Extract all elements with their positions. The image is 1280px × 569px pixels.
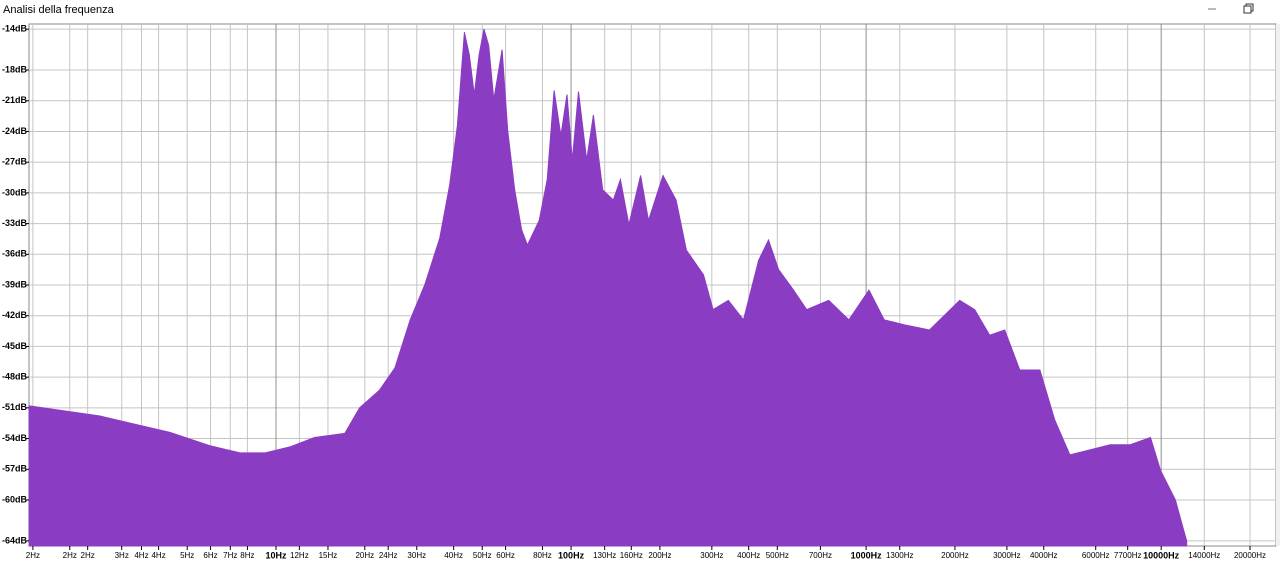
x-tick-label: 300Hz [700, 551, 723, 560]
scrollbar[interactable] [1276, 24, 1280, 546]
y-tick-label: -42dB [2, 310, 28, 320]
x-tick-label: 100Hz [558, 550, 585, 560]
x-tick-label: 4Hz [151, 551, 165, 560]
x-tick-label: 80Hz [533, 551, 552, 560]
x-tick-label: 40Hz [444, 551, 463, 560]
y-tick-label: -36dB [2, 249, 28, 259]
y-tick-label: -24dB [2, 126, 28, 136]
y-tick-label: -14dB [2, 23, 28, 33]
y-tick-label: -45dB [2, 341, 28, 351]
x-tick-label: 4Hz [134, 551, 148, 560]
y-tick-label: -18dB [2, 64, 28, 74]
x-tick-label: 6Hz [203, 551, 217, 560]
x-tick-label: 200Hz [648, 551, 671, 560]
x-tick-label: 1300Hz [886, 551, 914, 560]
x-tick-label: 400Hz [737, 551, 760, 560]
x-tick-label: 3000Hz [993, 551, 1021, 560]
x-tick-label: 500Hz [766, 551, 789, 560]
x-tick-label: 12Hz [290, 551, 309, 560]
x-tick-label: 700Hz [809, 551, 832, 560]
x-tick-label: 6000Hz [1082, 551, 1110, 560]
y-tick-label: -64dB [2, 535, 28, 545]
y-tick-label: -51dB [2, 402, 28, 412]
x-tick-label: 10000Hz [1143, 550, 1180, 560]
x-tick-label: 130Hz [593, 551, 616, 560]
y-tick-label: -54dB [2, 433, 28, 443]
spectrum-area [28, 28, 1188, 547]
x-tick-label: 2Hz [81, 551, 95, 560]
y-tick-label: -30dB [2, 187, 28, 197]
x-tick-label: 2000Hz [941, 551, 969, 560]
x-tick-label: 20Hz [355, 551, 374, 560]
x-tick-label: 60Hz [496, 551, 515, 560]
y-tick-label: -57dB [2, 464, 28, 474]
x-tick-label: 5Hz [180, 551, 194, 560]
x-tick-label: 7700Hz [1114, 551, 1142, 560]
axes: -14dB -18dB -21dB -24dB -27dB -30dB -33dB -36dB… [2, 23, 1266, 560]
x-tick-label: 2Hz [63, 551, 77, 560]
y-tick-label: -21dB [2, 95, 28, 105]
plot [28, 28, 1188, 547]
window-title: Analisi della frequenza [3, 4, 115, 16]
x-tick-label: 24Hz [379, 551, 398, 560]
x-tick-label: 15Hz [319, 551, 338, 560]
x-tick-label: 160Hz [620, 551, 643, 560]
restore-icon[interactable] [1243, 5, 1252, 14]
x-tick-label: 3Hz [115, 551, 129, 560]
x-tick-label: 1000Hz [851, 550, 883, 560]
grid [29, 24, 1276, 546]
y-tick-label: -48dB [2, 371, 28, 381]
x-tick-label: 20000Hz [1234, 551, 1266, 560]
x-tick-label: 7Hz [223, 551, 237, 560]
x-tick-label: 50Hz [473, 551, 492, 560]
y-tick-label: -27dB [2, 157, 28, 167]
restore-icon-back[interactable] [1245, 3, 1254, 12]
x-tick-label: 10Hz [265, 550, 287, 560]
y-tick-label: -33dB [2, 218, 28, 228]
x-tick-label: 4000Hz [1030, 551, 1058, 560]
y-tick-label: -60dB [2, 494, 28, 504]
restore-button[interactable] [1243, 3, 1254, 14]
x-tick-label: 14000Hz [1188, 551, 1220, 560]
x-tick-label: 30Hz [407, 551, 426, 560]
y-tick-label: -39dB [2, 279, 28, 289]
x-tick-label: 2Hz [26, 551, 40, 560]
x-tick-label: 8Hz [240, 551, 254, 560]
